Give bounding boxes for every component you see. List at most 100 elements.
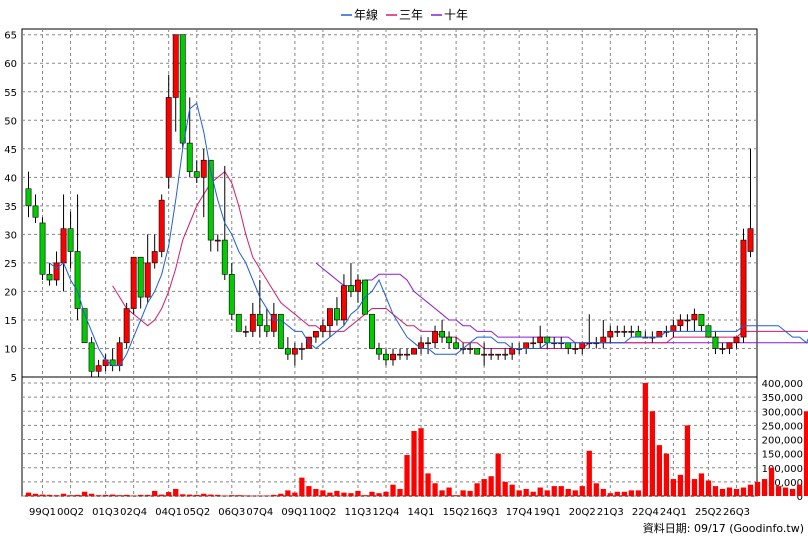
volume-bar xyxy=(292,492,298,496)
volume-bar xyxy=(60,493,67,496)
candle-down xyxy=(32,205,39,218)
candle-up xyxy=(621,331,628,333)
volume-bar xyxy=(649,411,655,496)
price-tick-label: 25 xyxy=(4,259,17,270)
volume-bar xyxy=(102,494,109,496)
volume-bar xyxy=(124,494,130,496)
volume-bar xyxy=(138,494,144,496)
x-tick-label: 11Q3 xyxy=(344,507,371,518)
candle-up xyxy=(95,365,102,372)
volume-bar xyxy=(467,490,473,496)
candle-up xyxy=(740,239,747,338)
candle-down xyxy=(635,331,642,338)
volume-bar xyxy=(516,490,522,496)
ma-year-line xyxy=(49,102,808,367)
candle-down xyxy=(565,342,572,349)
volume-bar xyxy=(663,453,670,496)
ma-year-path xyxy=(49,102,808,367)
volume-bar xyxy=(691,479,698,496)
candle-down xyxy=(256,313,263,326)
volume-bar xyxy=(411,431,417,496)
volume-bar xyxy=(558,486,564,496)
volume-bar xyxy=(523,488,529,496)
volume-bar xyxy=(81,491,88,496)
volume-bar xyxy=(572,490,578,496)
candle-up xyxy=(495,353,502,356)
volume-bar xyxy=(565,488,571,496)
volume-panel: 0 50,000 100,000 150,000 200,000 250,000 300,0… xyxy=(21,376,808,503)
x-tick-label: 09Q1 xyxy=(281,507,308,518)
volume-bar xyxy=(306,486,312,496)
volume-bar xyxy=(166,492,172,496)
volume-bar xyxy=(327,492,333,496)
volume-bar xyxy=(789,488,796,496)
candle-up xyxy=(53,262,60,281)
candle-up xyxy=(733,336,740,344)
volume-bar xyxy=(544,490,550,496)
legend: 年線 三年 十年 xyxy=(341,7,468,22)
candle-down xyxy=(25,188,32,207)
candle-down xyxy=(277,313,284,349)
candle-up xyxy=(355,279,361,292)
candle-down xyxy=(383,353,389,361)
volume-bar xyxy=(271,494,277,496)
x-tick-label: 22Q4 xyxy=(632,507,659,518)
candle-up xyxy=(298,348,305,350)
x-tick-label: 14Q1 xyxy=(408,507,435,518)
volume-bar xyxy=(25,492,32,496)
volume-bar xyxy=(285,490,291,496)
price-tick-label: 30 xyxy=(4,230,17,241)
volume-bar xyxy=(32,493,39,496)
price-plot-area xyxy=(21,28,758,378)
candle-up xyxy=(537,336,544,344)
candle-up xyxy=(607,331,614,338)
volume-tick-label: 50,000 xyxy=(768,478,803,489)
price-tick-label: 10 xyxy=(4,344,17,355)
volume-bar xyxy=(243,495,249,496)
x-tick-label: 00Q2 xyxy=(57,507,84,518)
volume-bar xyxy=(369,491,375,496)
candle-up xyxy=(404,353,410,356)
candle-down xyxy=(186,142,193,172)
candle-up xyxy=(614,331,621,333)
volume-bar xyxy=(264,495,270,496)
x-tick-label: 01Q3 xyxy=(92,507,119,518)
candle-up xyxy=(144,262,151,298)
price-tick-label: 35 xyxy=(4,202,17,213)
volume-bar xyxy=(761,479,768,496)
volume-bar xyxy=(684,425,691,496)
volume-bar xyxy=(131,495,137,496)
price-tick-label: 50 xyxy=(4,116,17,127)
volume-bar xyxy=(95,495,102,496)
volume-bar xyxy=(145,494,151,496)
candle-up xyxy=(249,313,256,332)
x-axis: 99Q1 00Q2 01Q3 02Q4 04Q1 05Q2 06Q3 07Q4 09Q1 10Q2… xyxy=(29,507,750,518)
price-tick-label: 60 xyxy=(4,59,17,70)
candle-up xyxy=(172,34,179,98)
candle-up xyxy=(628,331,635,333)
price-tick-label: 5 xyxy=(11,373,17,384)
volume-bar xyxy=(397,488,403,496)
volume-bar xyxy=(530,491,536,496)
candle-up xyxy=(425,342,431,345)
candle-up xyxy=(523,342,530,349)
volume-bars xyxy=(25,383,808,497)
volume-bar xyxy=(201,493,207,496)
volume-bar xyxy=(74,494,81,496)
volume-bar xyxy=(551,486,557,496)
candle-down xyxy=(207,159,214,241)
candles xyxy=(25,34,754,377)
candle-down xyxy=(333,308,340,321)
candle-up xyxy=(158,199,165,252)
volume-bar xyxy=(215,494,221,496)
volume-bar xyxy=(208,494,214,496)
x-tick-label: 19Q1 xyxy=(534,507,561,518)
volume-bar xyxy=(775,486,782,496)
volume-bar xyxy=(719,488,726,496)
volume-bar xyxy=(796,484,803,496)
volume-bar xyxy=(187,494,193,496)
volume-bar xyxy=(313,488,319,496)
volume-bar xyxy=(635,490,641,496)
volume-bar xyxy=(705,480,712,496)
volume-bar xyxy=(712,486,719,496)
